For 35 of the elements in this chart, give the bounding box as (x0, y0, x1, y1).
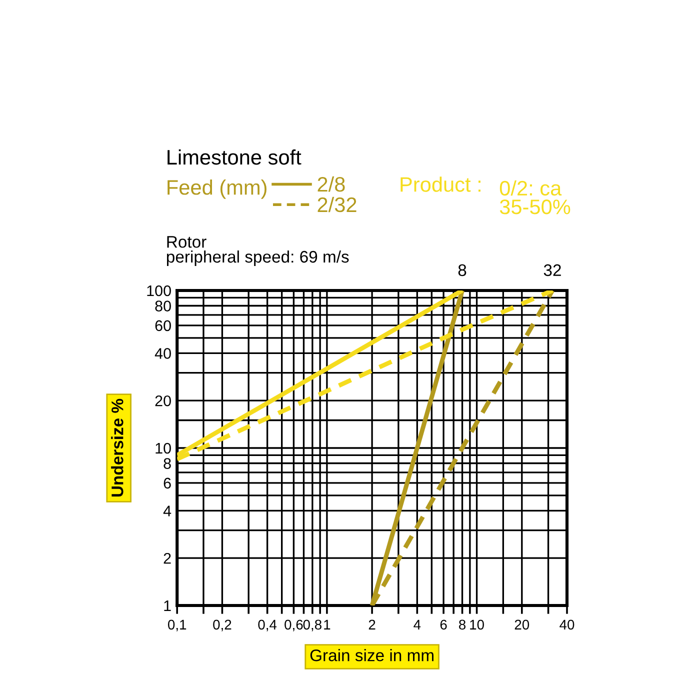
x-tick-label: 8 (459, 620, 466, 630)
legend-label: 2/32 (318, 196, 356, 212)
y-tick-label: 2 (164, 552, 171, 564)
legend-label: 2/8 (318, 176, 345, 192)
y-tick-label: 100 (147, 285, 171, 296)
annotation: 8 (458, 264, 466, 276)
text: 0/2: ca 35-50% (500, 180, 570, 214)
x-axis-title: Grain size in mm (310, 649, 434, 662)
legend-title: Feed (mm) (168, 180, 266, 199)
x-tick-label: 40 (560, 620, 574, 630)
x-tick-label: 20 (514, 620, 530, 630)
x-tick-label: 10 (470, 620, 484, 630)
chart-title: Limestone soft (168, 149, 302, 165)
y-tick-label: 20 (155, 395, 171, 406)
x-tick-label: 0,1 (168, 620, 186, 632)
y-axis-title: Undersize % (111, 398, 124, 497)
y-tick-label: 40 (154, 348, 171, 359)
y-tick-label: 4 (163, 506, 172, 516)
y-tick-label: 60 (155, 320, 171, 332)
y-tick-label: 1 (164, 600, 171, 612)
x-tick-label: 0,6 (284, 620, 303, 632)
y-tick-label: 6 (164, 478, 171, 489)
x-tick-label: 1 (324, 620, 330, 630)
x-tick-label: 0,2 (213, 620, 232, 632)
y-tick-label: 10 (156, 442, 171, 454)
x-tick-label: 0,8 (303, 620, 322, 632)
text: Rotor peripheral speed: 69 m/s (166, 236, 349, 266)
y-tick-label: 80 (155, 300, 171, 312)
x-tick-label: 2 (368, 620, 376, 630)
text: Product : (400, 176, 480, 192)
x-tick-label: 0,4 (258, 620, 277, 632)
annotation: 32 (544, 264, 561, 276)
x-tick-label: 4 (414, 620, 421, 630)
y-tick-label: 8 (164, 458, 171, 469)
x-tick-label: 6 (440, 620, 447, 630)
